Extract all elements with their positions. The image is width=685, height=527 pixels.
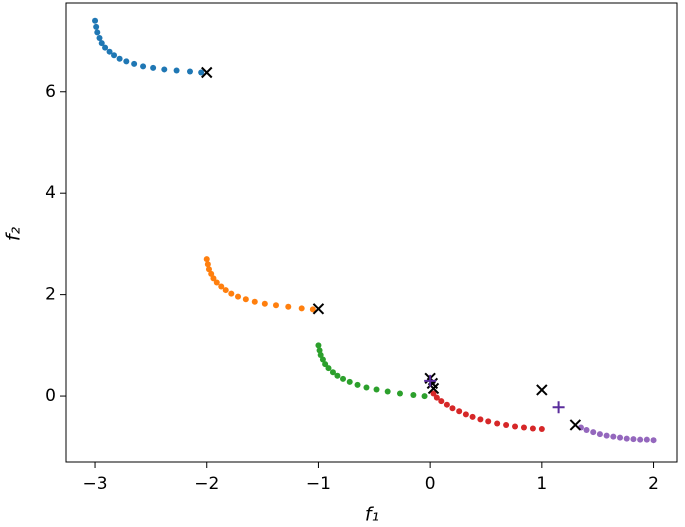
- point: [430, 390, 437, 397]
- point: [205, 266, 212, 273]
- point: [637, 436, 644, 443]
- point: [208, 270, 215, 277]
- point: [596, 431, 603, 438]
- point: [462, 411, 469, 418]
- point: [346, 378, 353, 385]
- point: [384, 388, 391, 395]
- point: [354, 381, 361, 388]
- point: [272, 302, 279, 309]
- y-tick-label: 2: [45, 285, 56, 305]
- point: [213, 279, 220, 286]
- x-tick-label: 0: [425, 474, 436, 494]
- y-axis-label: f₂: [3, 226, 25, 241]
- point: [235, 293, 242, 300]
- point: [623, 435, 630, 442]
- x-tick-label: −1: [306, 474, 331, 494]
- point: [494, 420, 501, 427]
- point: [161, 66, 168, 73]
- point: [583, 427, 590, 434]
- x-tick-label: 2: [648, 474, 659, 494]
- point: [123, 58, 130, 65]
- y-tick-label: 6: [45, 82, 56, 102]
- x-tick-label: 1: [536, 474, 547, 494]
- point: [503, 421, 510, 428]
- x-tick-label: −2: [194, 474, 219, 494]
- point: [603, 432, 610, 439]
- point: [93, 23, 100, 30]
- point: [186, 68, 193, 75]
- x-marker: [201, 66, 213, 79]
- point: [469, 413, 476, 420]
- point: [329, 369, 336, 376]
- point: [449, 405, 456, 412]
- point: [94, 29, 101, 36]
- x-axis-label: f₁: [365, 504, 379, 526]
- x-marker: [569, 419, 582, 431]
- point: [610, 433, 617, 440]
- x-marker: [312, 303, 325, 315]
- point: [325, 365, 332, 372]
- point: [340, 375, 347, 382]
- point: [261, 300, 268, 307]
- point: [396, 390, 403, 397]
- point: [131, 60, 138, 67]
- point: [334, 372, 341, 379]
- point: [456, 408, 463, 415]
- plus-marker: [424, 374, 437, 387]
- y-tick-label: 4: [45, 183, 56, 203]
- point: [298, 305, 305, 312]
- x-marker: [536, 384, 548, 396]
- plus-marker: [552, 401, 565, 414]
- point: [643, 436, 650, 443]
- point: [317, 351, 324, 358]
- point: [363, 384, 370, 391]
- point: [590, 429, 597, 436]
- point: [242, 296, 249, 303]
- point: [140, 63, 147, 70]
- point: [251, 298, 258, 305]
- point: [316, 347, 323, 354]
- point: [203, 256, 210, 263]
- point: [617, 434, 624, 441]
- point: [106, 48, 113, 55]
- point: [102, 44, 109, 51]
- point: [173, 67, 180, 74]
- point: [319, 356, 326, 363]
- point: [485, 418, 492, 425]
- point: [630, 436, 637, 443]
- point: [373, 386, 380, 393]
- point: [198, 69, 205, 76]
- point: [520, 424, 527, 431]
- point: [315, 342, 322, 349]
- y-tick-label: 0: [45, 386, 56, 406]
- point: [218, 283, 225, 290]
- point: [210, 275, 217, 282]
- x-tick-label: −3: [83, 474, 108, 494]
- point: [116, 55, 123, 62]
- point: [443, 401, 450, 408]
- point: [438, 398, 445, 405]
- plot-frame: [65, 2, 678, 463]
- point: [512, 423, 519, 430]
- point: [96, 34, 103, 41]
- point: [650, 437, 657, 444]
- point: [410, 392, 417, 399]
- point: [204, 261, 211, 268]
- point: [538, 426, 545, 433]
- point: [433, 394, 440, 401]
- point: [92, 17, 99, 24]
- point: [421, 393, 428, 400]
- point: [309, 306, 316, 313]
- point: [529, 425, 536, 432]
- point: [150, 64, 157, 71]
- point: [98, 40, 105, 47]
- point: [222, 287, 229, 294]
- point: [322, 361, 329, 368]
- point: [111, 52, 118, 59]
- point: [228, 290, 235, 297]
- point: [285, 303, 292, 310]
- point: [477, 416, 484, 423]
